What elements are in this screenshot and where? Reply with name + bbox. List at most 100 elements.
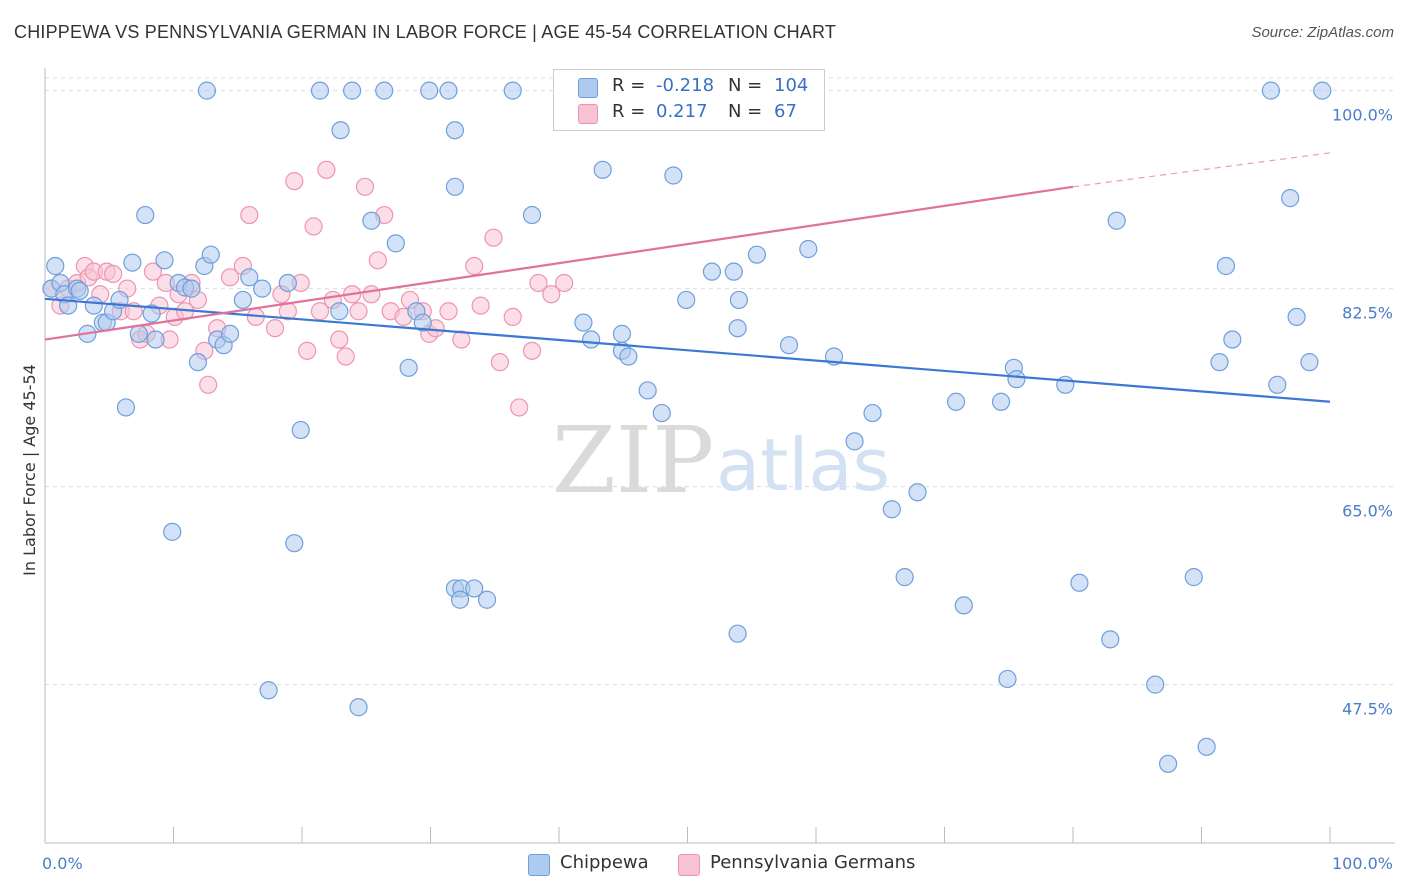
chippewa-point: [729, 290, 749, 310]
chippewa-point: [747, 245, 766, 264]
trend-lines: [44, 152, 1331, 403]
pennsylvania-r-label: R =: [612, 101, 646, 122]
chippewa-point: [233, 290, 252, 310]
chippewa-legend-icon: [528, 854, 550, 876]
pennsylvania-point: [304, 217, 323, 236]
pennsylvania-point: [104, 264, 123, 284]
y-tick-label: 47.5%: [1342, 700, 1393, 719]
chippewa-point: [450, 590, 470, 609]
watermark-zip: ZIP: [552, 407, 714, 514]
pennsylvania-point: [349, 302, 368, 321]
chippewa-point: [619, 347, 638, 366]
chippewa-point: [129, 324, 148, 343]
chippewa-point: [375, 81, 394, 100]
chippewa-point: [1210, 353, 1229, 372]
pennsylvania-point: [471, 296, 490, 315]
chippewa-point: [582, 330, 601, 349]
tick-labels: 47.5% 65.0% 82.5% 100.0% 0.0% 100.0%: [42, 106, 1393, 873]
chippewa-point: [386, 234, 405, 253]
pennsylvania-point: [465, 256, 484, 276]
chippewa-point: [439, 81, 458, 100]
chippewa-point: [652, 403, 671, 423]
x-tick-label-min: 0.0%: [42, 854, 83, 873]
pennsylvania-point: [484, 228, 503, 247]
chippewa-point: [123, 253, 142, 272]
pennsylvania-trend-extension: [1072, 152, 1331, 188]
chippewa-point: [197, 81, 217, 100]
source-note: Source: ZipAtlas.com: [1251, 24, 1394, 41]
chippewa-point: [638, 381, 657, 400]
chippewa-point: [863, 403, 882, 423]
chippewa-point: [188, 353, 208, 372]
pennsylvania-point: [317, 160, 336, 179]
chippewa-point: [445, 121, 465, 140]
pennsylvania-point: [285, 172, 304, 191]
chippewa-point: [1146, 675, 1165, 694]
chippewa-point: [146, 330, 165, 349]
chippewa-point: [420, 81, 439, 100]
pennsylvania-legend-label: Pennsylvania Germans: [710, 852, 916, 873]
y-axis-label: In Labor Force | Age 45-54: [20, 364, 39, 576]
x-tick-label-max: 100.0%: [1332, 854, 1393, 873]
chippewa-point: [349, 698, 368, 717]
chippewa-point: [677, 290, 696, 310]
pennsylvania-point: [265, 319, 285, 338]
chippewa-point: [1007, 370, 1026, 389]
chippewa-point: [779, 336, 799, 355]
pennsylvania-r-value: 0.217: [656, 101, 708, 122]
chippewa-point: [116, 398, 136, 417]
pennsylvania-trend-line: [44, 185, 1074, 341]
y-tick-label: 82.5%: [1342, 304, 1393, 323]
axes: [44, 68, 1395, 844]
chippewa-point: [728, 319, 747, 338]
pennsylvania-point: [355, 177, 375, 196]
chippewa-point: [799, 239, 818, 259]
chippewa-swatch-icon: [578, 78, 598, 98]
chippewa-point: [522, 205, 542, 225]
chart-title: CHIPPEWA VS PENNSYLVANIA GERMAN IN LABOR…: [14, 22, 837, 42]
chippewa-point: [163, 522, 182, 541]
chippewa-point: [46, 256, 65, 276]
chippewa-point: [895, 568, 914, 587]
chippewa-point: [1197, 737, 1216, 756]
chippewa-point: [142, 304, 161, 323]
pennsylvania-swatch-icon: [578, 104, 598, 124]
chippewa-point: [1313, 81, 1332, 100]
chippewa-point: [343, 81, 362, 100]
chippewa-point: [1216, 256, 1236, 276]
chippewa-point: [201, 245, 220, 264]
pennsylvania-point: [452, 330, 471, 349]
pennsylvania-point: [336, 347, 355, 366]
chippewa-point: [1107, 211, 1126, 230]
chippewa-point: [465, 579, 484, 598]
chippewa-point: [882, 500, 901, 519]
chippewa-point: [70, 281, 89, 300]
chippewa-point: [413, 313, 432, 332]
pennsylvania-n-value: 67: [774, 101, 797, 122]
pennsylvania-point: [510, 398, 529, 417]
chippewa-point: [477, 590, 497, 609]
chippewa-point: [445, 177, 465, 196]
correlation-legend: R = -0.218 N = 104 R = 0.217 N = 67: [553, 69, 825, 131]
chippewa-point: [1287, 307, 1306, 327]
chippewa-point: [259, 681, 278, 700]
chippewa-point: [362, 211, 381, 230]
chippewa-trend-line: [44, 297, 1331, 403]
chippewa-point: [331, 121, 350, 140]
chippewa-point: [330, 302, 349, 321]
chippewa-point: [991, 392, 1011, 411]
pennsylvania-point: [330, 330, 349, 349]
chippewa-point: [664, 166, 683, 185]
chippewa-point: [1300, 353, 1319, 372]
chippewa-point: [845, 432, 864, 451]
pennsylvania-point: [362, 285, 381, 304]
chippewa-points: [42, 81, 1332, 773]
chippewa-r-label: R =: [612, 75, 646, 96]
chippewa-point: [954, 596, 973, 615]
chippewa-point: [593, 160, 612, 179]
watermark: ZIP atlas: [552, 407, 890, 514]
chippewa-r-value: -0.218: [656, 75, 715, 96]
chippewa-legend-label: Chippewa: [560, 852, 649, 873]
chippewa-point: [612, 324, 632, 343]
